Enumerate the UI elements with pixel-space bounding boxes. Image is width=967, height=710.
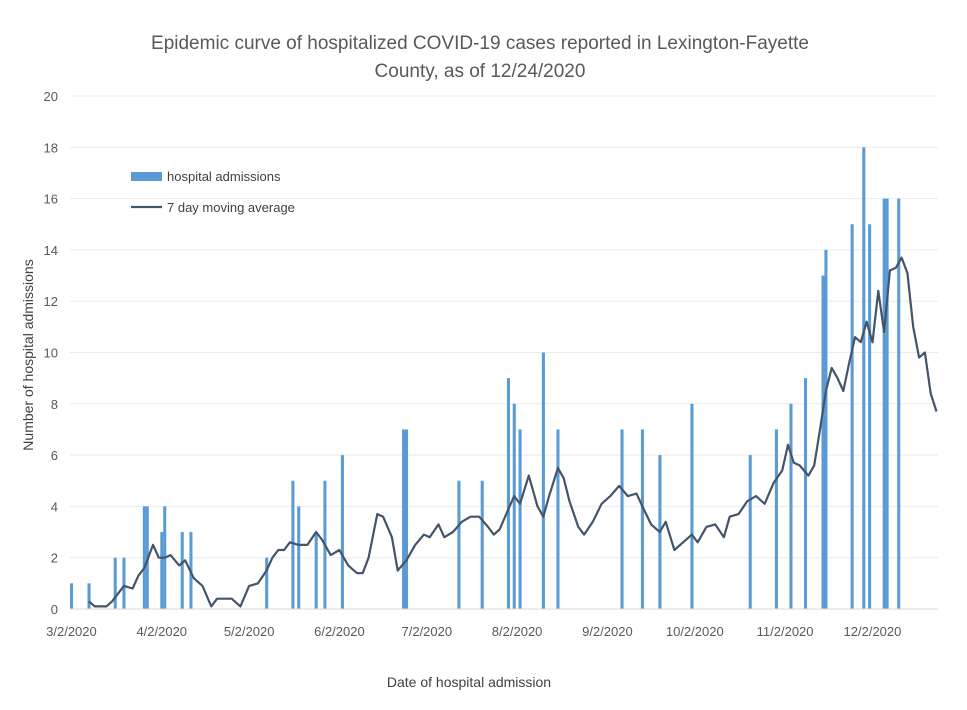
bar [821,275,825,609]
bar [868,224,872,609]
bar [87,583,91,609]
bar [160,532,164,609]
legend: hospital admissions 7 day moving average [131,169,295,215]
bar [541,352,545,609]
bar [297,506,301,609]
chart-title-line2: County, as of 12/24/2020 [375,61,586,82]
y-tick-labels: 0 2 4 6 8 10 12 14 16 18 20 [44,89,58,617]
legend-bar-label: hospital admissions [167,169,281,184]
legend-line-label: 7 day moving average [167,200,295,215]
y-tick-label: 0 [51,602,58,617]
bar [122,557,126,609]
x-tick-label: 12/2/2020 [844,624,902,639]
y-tick-label: 8 [51,397,58,412]
bar [518,429,522,609]
bar [404,429,409,609]
bar [291,480,295,609]
moving-average-line [88,256,938,608]
x-tick-label: 10/2/2020 [666,624,724,639]
x-tick-label: 5/2/2020 [224,624,275,639]
x-tick-label: 7/2/2020 [402,624,453,639]
x-tick-labels: 3/2/2020 4/2/2020 5/2/2020 6/2/2020 7/2/2020… [46,624,901,639]
legend-bar-swatch [131,172,162,181]
bar [314,532,318,609]
bar [774,429,778,609]
bar [180,532,184,609]
y-axis-label: Number of hospital admissions [20,259,36,450]
bar [402,429,406,609]
bar [850,224,854,609]
x-tick-label: 3/2/2020 [46,624,97,639]
bar [620,429,624,609]
y-tick-label: 20 [44,89,58,104]
bar [142,506,146,609]
x-tick-label: 9/2/2020 [582,624,633,639]
bar [640,429,644,609]
x-tick-label: 4/2/2020 [136,624,187,639]
bar [897,198,901,609]
bar [506,378,510,609]
chart-title-line1: Epidemic curve of hospitalized COVID-19 … [151,33,809,54]
y-tick-label: 16 [44,192,58,207]
bar [265,557,269,609]
bar [804,378,808,609]
bar [340,455,344,609]
bar [512,403,516,609]
y-tick-label: 6 [51,448,58,463]
bar-series [70,147,901,610]
y-tick-label: 18 [44,140,58,155]
y-tick-label: 10 [44,346,58,361]
x-tick-label: 6/2/2020 [314,624,365,639]
bar [789,403,793,609]
bar [824,249,828,609]
bar [882,198,886,609]
bar [885,198,889,609]
y-tick-label: 2 [51,551,58,566]
bar [690,403,694,609]
x-tick-label: 8/2/2020 [492,624,543,639]
y-tick-label: 14 [44,243,58,258]
bar [113,557,117,609]
x-tick-label: 11/2/2020 [757,624,814,639]
y-grid [70,95,938,559]
bar [70,583,74,609]
bar [862,147,866,610]
bar [457,480,461,609]
y-tick-label: 12 [44,294,58,309]
x-axis-label: Date of hospital admission [387,674,551,690]
bar [748,455,752,609]
y-tick-label: 4 [51,499,58,514]
bar [556,429,560,609]
bar [480,480,484,609]
